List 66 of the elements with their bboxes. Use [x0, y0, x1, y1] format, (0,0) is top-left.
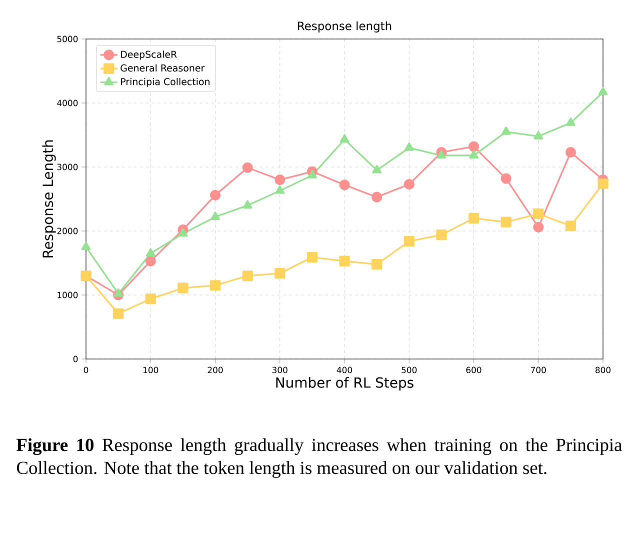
point — [145, 256, 156, 266]
y-tick-label: 5000 — [57, 36, 78, 42]
point — [372, 192, 382, 202]
legend-label: Principia Collection — [121, 78, 210, 88]
x-tick-label: 600 — [466, 366, 482, 374]
point — [113, 308, 124, 319]
point — [468, 212, 480, 224]
point — [114, 288, 123, 297]
point — [274, 268, 286, 279]
x-axis-title: Number of RL Steps — [276, 377, 414, 391]
point — [372, 164, 382, 174]
y-axis-title: Response Length — [42, 140, 56, 258]
point — [598, 86, 608, 96]
point — [566, 118, 576, 126]
x-tick-label: 100 — [143, 366, 158, 374]
point — [436, 230, 447, 240]
point — [242, 162, 253, 173]
point — [306, 252, 318, 263]
point — [436, 150, 446, 159]
point — [339, 180, 350, 190]
point — [500, 173, 512, 184]
point — [404, 178, 414, 190]
point — [210, 190, 221, 200]
point — [500, 216, 512, 228]
x-tick-label: 200 — [208, 366, 223, 374]
point — [598, 178, 608, 189]
x-tick-label: 0 — [84, 366, 88, 374]
point — [178, 228, 188, 237]
point — [501, 126, 511, 135]
text: Figure 10 Response length gradually increases when training on the Principia Collection. Note that the token length is measured on our validation set. — [16, 438, 622, 478]
y-tick-label: 0 — [73, 356, 78, 362]
point — [275, 185, 285, 194]
chart-title: Response length — [298, 21, 392, 32]
x-tick-label: 500 — [402, 366, 417, 374]
point — [339, 256, 350, 266]
point — [404, 236, 414, 247]
point — [178, 282, 188, 294]
y-tick-label: 3000 — [57, 164, 78, 170]
point — [404, 142, 414, 151]
point — [145, 294, 156, 304]
point — [81, 242, 91, 250]
point — [146, 248, 156, 256]
x-tick-label: 400 — [336, 366, 352, 374]
point — [565, 220, 576, 232]
point — [533, 222, 544, 232]
point — [210, 280, 221, 291]
y-tick-label: 1000 — [58, 292, 78, 298]
y-tick-label: 4000 — [57, 100, 78, 106]
point — [242, 270, 253, 282]
point — [242, 200, 252, 208]
x-tick-label: 300 — [272, 366, 288, 374]
legend-label: DeepScaleR — [121, 50, 177, 60]
x-tick-label: 700 — [530, 366, 546, 374]
legend-label: General Reasoner — [120, 64, 205, 72]
x-tick-label: 800 — [595, 366, 611, 374]
point — [534, 130, 544, 140]
point — [308, 170, 317, 178]
point — [340, 134, 350, 143]
point — [469, 150, 478, 159]
y-tick-label: 2000 — [57, 228, 78, 234]
point — [468, 141, 480, 152]
point — [274, 174, 286, 186]
point — [372, 258, 382, 270]
point — [533, 208, 544, 219]
point — [210, 212, 220, 220]
point — [565, 146, 576, 158]
